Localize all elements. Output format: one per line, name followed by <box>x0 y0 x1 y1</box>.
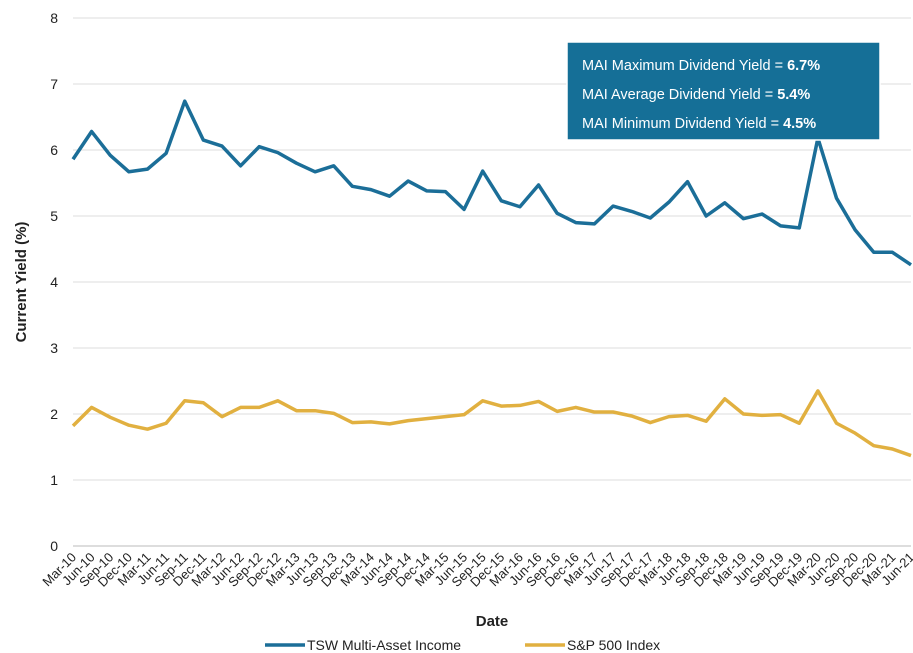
y-tick-label: 2 <box>50 406 58 422</box>
annotation-text: MAI Maximum Dividend Yield = 6.7% <box>582 58 820 74</box>
x-axis-label: Date <box>476 613 509 630</box>
annotation-box <box>566 41 881 141</box>
legend-label: S&P 500 Index <box>567 637 660 653</box>
annotation-label: MAI Average Dividend Yield = <box>582 87 773 103</box>
series-line <box>71 99 912 267</box>
annotation-label: MAI Minimum Dividend Yield = <box>582 116 779 132</box>
annotation-text: MAI Minimum Dividend Yield = 4.5% <box>582 116 816 132</box>
legend-label: TSW Multi-Asset Income <box>307 637 461 653</box>
y-tick-label: 1 <box>50 472 58 488</box>
y-tick-label: 6 <box>50 142 58 158</box>
y-tick-label: 4 <box>50 274 58 290</box>
y-tick-label: 8 <box>50 10 58 26</box>
y-tick-label: 0 <box>50 538 58 554</box>
annotation-value: 6.7% <box>787 58 820 74</box>
annotation-value: 5.4% <box>777 87 810 103</box>
annotation-value: 4.5% <box>783 116 816 132</box>
y-tick-label: 7 <box>50 76 58 92</box>
series-line <box>71 389 912 458</box>
y-tick-label: 5 <box>50 208 58 224</box>
y-tick-label: 3 <box>50 340 58 356</box>
annotation-label: MAI Maximum Dividend Yield = <box>582 58 783 74</box>
y-axis-label: Current Yield (%) <box>13 222 30 343</box>
annotation-text: MAI Average Dividend Yield = 5.4% <box>582 87 810 103</box>
